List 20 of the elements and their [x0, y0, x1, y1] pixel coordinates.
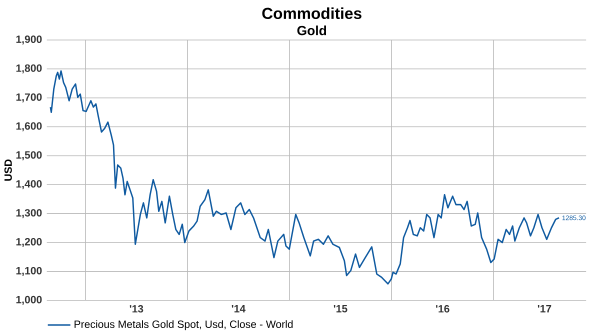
y-tick-label: 1,900 [16, 36, 42, 45]
y-tick-label: 1,600 [16, 122, 42, 132]
y-tick-label: 1,000 [16, 296, 42, 306]
y-axis-title: USD [4, 160, 12, 181]
x-tick-label: '14 [232, 305, 246, 313]
y-tick-label: 1,100 [16, 267, 42, 276]
y-tick-label: 1,300 [16, 209, 42, 218]
chart-title: Commodities [262, 8, 362, 20]
y-tick-label: 1,800 [16, 64, 42, 74]
chart-subtitle: Gold [297, 26, 326, 36]
y-tick-label: 1,500 [16, 151, 42, 160]
y-tick-label: 1,700 [16, 94, 42, 103]
y-tick-label: 1,200 [16, 238, 42, 248]
x-tick-label: '15 [334, 305, 348, 313]
y-tick-label: 1,400 [16, 180, 42, 190]
x-tick-label: '16 [436, 305, 450, 313]
x-tick-label: '17 [538, 305, 552, 313]
x-tick-label: '13 [130, 305, 144, 313]
line-series [50, 70, 560, 285]
legend-label: Precious Metals Gold Spot, Usd, Close - World [74, 320, 293, 330]
